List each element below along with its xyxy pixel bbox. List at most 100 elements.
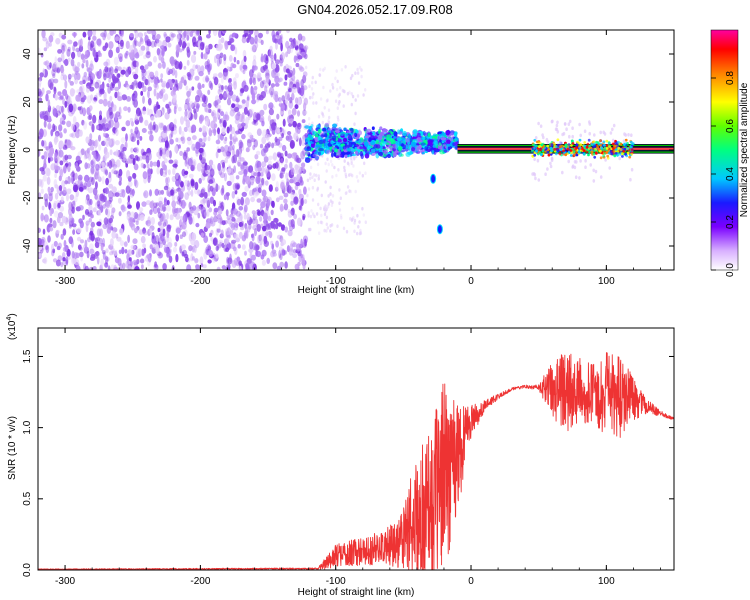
noise-blob	[201, 83, 205, 88]
noise-blob	[160, 203, 164, 212]
noise-blob	[248, 248, 254, 253]
noise-blob	[267, 215, 272, 222]
noise-blob	[307, 214, 310, 218]
noise-blob	[108, 119, 114, 128]
noise-blob	[210, 220, 216, 227]
noise-blob	[295, 62, 300, 68]
noise-blob	[142, 106, 147, 112]
noise-blob	[217, 148, 221, 153]
noise-blob	[110, 102, 114, 109]
band-blob	[617, 140, 620, 144]
noise-blob	[105, 208, 109, 216]
noise-blob	[83, 95, 87, 101]
noise-blob	[86, 82, 92, 89]
noise-blob	[40, 52, 44, 58]
noise-blob	[244, 250, 247, 256]
noise-blob	[287, 229, 293, 237]
noise-blob	[251, 99, 257, 105]
noise-blob	[47, 155, 51, 164]
noise-blob	[235, 112, 240, 121]
noise-blob	[325, 222, 328, 227]
noise-blob	[43, 114, 49, 121]
noise-blob	[223, 138, 227, 145]
noise-blob	[38, 82, 41, 89]
noise-blob	[310, 87, 314, 91]
noise-blob	[113, 56, 119, 66]
band-blob	[570, 139, 574, 143]
noise-blob	[217, 218, 223, 224]
colorbar-tick-label: 0.2	[725, 215, 736, 229]
noise-blob	[132, 259, 138, 266]
noise-blob	[254, 191, 260, 196]
noise-blob	[45, 38, 49, 45]
noise-blob	[58, 185, 63, 191]
noise-blob	[299, 66, 305, 72]
noise-blob	[550, 156, 554, 161]
noise-blob	[182, 151, 188, 161]
noise-blob	[86, 163, 91, 169]
band-blob	[310, 143, 315, 148]
noise-blob	[234, 137, 239, 142]
noise-blob	[256, 113, 261, 121]
noise-blob	[263, 240, 269, 248]
noise-blob	[183, 30, 188, 37]
noise-blob	[230, 44, 236, 52]
noise-blob	[145, 155, 150, 164]
noise-blob	[317, 174, 320, 178]
band-blob	[332, 123, 338, 128]
noise-blob	[223, 68, 229, 73]
noise-blob	[68, 213, 73, 222]
band-blob	[614, 151, 618, 155]
noise-blob	[573, 165, 577, 170]
noise-blob	[73, 226, 77, 231]
noise-blob	[53, 240, 58, 247]
noise-blob	[168, 101, 172, 107]
noise-blob	[608, 166, 611, 170]
noise-blob	[218, 30, 222, 39]
noise-blob	[243, 204, 248, 213]
noise-blob	[195, 141, 201, 150]
noise-blob	[99, 88, 105, 95]
noise-blob	[163, 221, 166, 227]
noise-blob	[250, 44, 256, 53]
noise-blob	[225, 230, 230, 238]
noise-blob	[345, 229, 349, 234]
noise-blob	[265, 30, 269, 35]
noise-blob	[63, 186, 67, 194]
noise-blob	[574, 175, 578, 179]
noise-blob	[224, 85, 228, 90]
snr-series-line	[38, 352, 674, 570]
noise-blob	[138, 207, 144, 212]
noise-blob	[74, 65, 79, 75]
noise-blob	[111, 186, 117, 194]
noise-blob	[114, 91, 118, 99]
noise-blob	[206, 199, 211, 208]
noise-blob	[285, 68, 290, 74]
noise-blob	[85, 220, 90, 226]
noise-blob	[347, 162, 351, 167]
noise-blob	[200, 65, 205, 73]
noise-blob	[250, 138, 256, 143]
noise-blob	[180, 76, 185, 84]
noise-blob	[212, 258, 216, 263]
noise-blob	[338, 92, 341, 97]
noise-blob	[71, 170, 75, 178]
noise-blob	[105, 177, 109, 186]
noise-blob	[137, 81, 143, 89]
noise-blob	[199, 154, 203, 161]
noise-blob	[153, 56, 157, 63]
noise-blob	[147, 86, 152, 92]
noise-blob	[265, 133, 270, 141]
noise-blob	[251, 210, 256, 215]
noise-blob	[140, 162, 145, 169]
band-blob	[547, 153, 551, 157]
noise-blob	[127, 204, 132, 209]
noise-blob	[195, 64, 198, 70]
noise-blob	[67, 39, 73, 45]
noise-blob	[161, 48, 165, 58]
noise-blob	[588, 120, 591, 124]
noise-blob	[268, 86, 275, 96]
noise-blob	[111, 231, 116, 239]
band-blob	[400, 153, 404, 157]
noise-blob	[56, 216, 61, 224]
